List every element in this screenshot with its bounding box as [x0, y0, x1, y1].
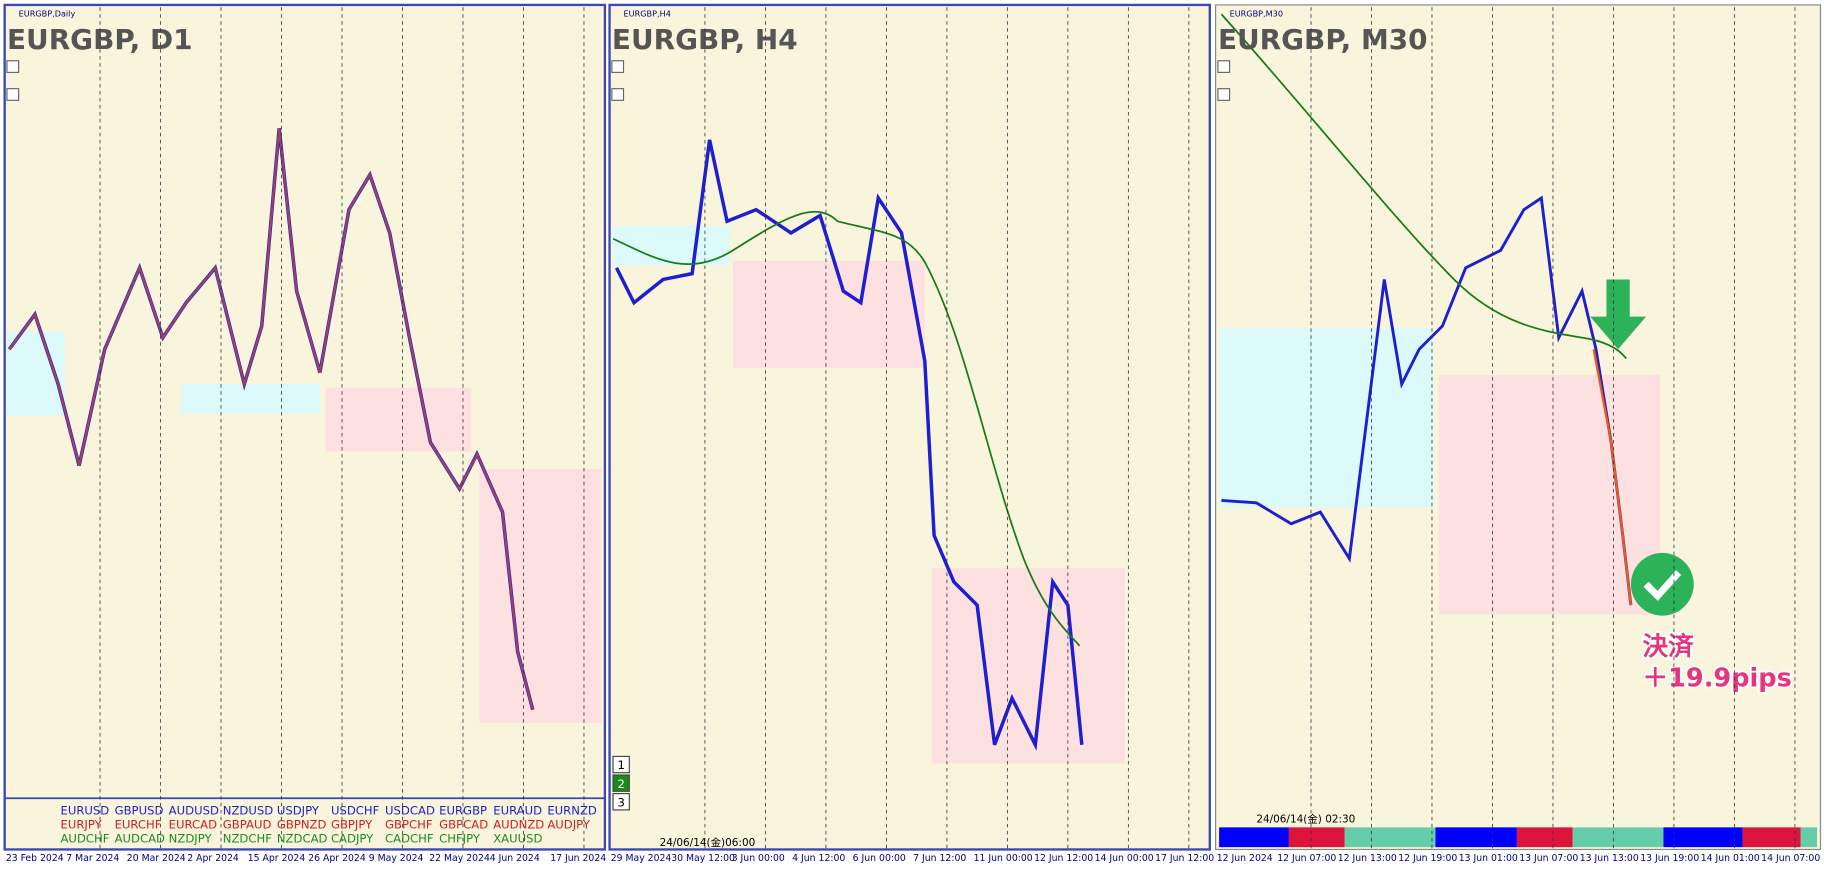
scroll-button[interactable] — [6, 60, 20, 73]
chart-tab: EURGBP,M30 — [1230, 9, 1283, 19]
timeframe-label[interactable]: 2 — [617, 777, 624, 791]
zone — [479, 469, 602, 723]
symbol-button[interactable]: NZDUSD — [223, 804, 273, 818]
strength-bar — [1219, 827, 1818, 848]
symbol-button[interactable]: NZDCAD — [277, 831, 328, 845]
symbol-button[interactable]: AUDJPY — [547, 818, 591, 832]
symbol-button[interactable]: GBPNZD — [277, 818, 327, 832]
symbol-button[interactable]: GBPJPY — [331, 818, 373, 832]
date-label: 22 May 2024 — [429, 853, 490, 864]
scroll-button[interactable] — [611, 88, 625, 101]
date-label: 7 Mar 2024 — [66, 853, 119, 864]
symbol-button[interactable]: USDCAD — [385, 804, 435, 818]
date-label: 15 Apr 2024 — [248, 853, 306, 864]
symbol-button[interactable]: EURJPY — [60, 818, 102, 832]
date-label: 13 Jun 07:00 — [1519, 853, 1578, 864]
symbol-button[interactable]: EURUSD — [60, 804, 109, 818]
symbol-button[interactable]: CADJPY — [331, 831, 374, 845]
symbol-button[interactable]: EURCHF — [115, 818, 162, 832]
symbol-button[interactable]: EURAUD — [493, 804, 542, 818]
date-label: 12 Jun 12:00 — [1034, 853, 1093, 864]
symbol-button[interactable]: USDJPY — [277, 804, 320, 818]
date-label: 7 Jun 12:00 — [913, 853, 966, 864]
date-label: 23 Feb 2024 — [6, 853, 64, 864]
date-label: 29 May 2024 — [611, 853, 672, 864]
scroll-button[interactable] — [1217, 88, 1231, 101]
date-label: 2 Apr 2024 — [187, 853, 239, 864]
date-label: 17 Jun 12:00 — [1155, 853, 1214, 864]
check-mark — [1643, 570, 1682, 601]
timeframe-button[interactable] — [612, 793, 630, 811]
scroll-button[interactable] — [611, 60, 625, 73]
zone — [325, 387, 472, 452]
date-label: 6 Jun 00:00 — [853, 853, 906, 864]
moving-average — [612, 211, 1081, 647]
symbol-button[interactable]: AUDNZD — [493, 818, 544, 832]
symbol-button[interactable]: CADCHF — [385, 831, 434, 845]
timeframe-label[interactable]: 3 — [617, 795, 624, 809]
price-trace — [1592, 349, 1633, 606]
symbol-button[interactable]: NZDJPY — [169, 831, 213, 845]
date-label: 26 Apr 2024 — [308, 853, 366, 864]
symbol-button[interactable]: AUDUSD — [169, 804, 219, 818]
date-label: 30 May 12:00 — [671, 853, 735, 864]
chart-tab: EURGBP,H4 — [624, 9, 671, 19]
date-label: 3 Jun 00:00 — [732, 853, 785, 864]
date-label: 14 Jun 01:00 — [1701, 853, 1760, 864]
timeframe-label[interactable]: 1 — [617, 758, 624, 772]
symbol-button[interactable]: USDCHF — [331, 804, 380, 818]
timestamp: 24/06/14(金)06:00 — [660, 836, 756, 849]
date-label: 12 Jun 19:00 — [1398, 853, 1457, 864]
annotation-label: 決済 — [1643, 631, 1695, 662]
zone — [1219, 328, 1434, 508]
symbol-button[interactable]: GBPCAD — [439, 818, 488, 832]
scroll-button[interactable] — [6, 88, 20, 101]
zone — [613, 225, 730, 266]
price-trace — [614, 139, 1084, 751]
date-label: 20 Mar 2024 — [127, 853, 186, 864]
symbol-button[interactable]: GBPCHF — [385, 818, 433, 832]
date-label: 12 Jun 07:00 — [1277, 853, 1336, 864]
annotation-pips: ＋19.9pips — [1643, 664, 1792, 694]
date-label: 4 Jun 12:00 — [792, 853, 845, 864]
price-trace — [8, 128, 534, 711]
moving-average — [1220, 13, 1627, 360]
date-label: 9 May 2024 — [369, 853, 424, 864]
symbol-button[interactable]: AUDCAD — [115, 831, 165, 845]
date-label: 14 Jun 00:00 — [1095, 853, 1154, 864]
chart-tab: EURGBP,Daily — [19, 9, 76, 19]
date-label: 4 Jun 2024 — [490, 853, 540, 864]
date-label: 14 Jun 07:00 — [1761, 853, 1820, 864]
timeframe-button[interactable] — [612, 774, 630, 792]
date-label: 17 Jun 2024 — [550, 853, 606, 864]
sell-arrow — [1590, 279, 1647, 350]
symbol-button[interactable]: NZDCHF — [223, 831, 272, 845]
date-label: 12 Jun 2024 — [1217, 853, 1273, 864]
zone — [732, 260, 925, 368]
panel-d1 — [3, 3, 607, 851]
symbol-button[interactable]: EURCAD — [169, 818, 217, 832]
date-label: 13 Jun 01:00 — [1459, 853, 1518, 864]
close-icon — [1630, 552, 1694, 616]
symbol-button[interactable]: CHFJPY — [439, 831, 481, 845]
symbol-button[interactable]: EURGBP — [439, 804, 487, 818]
symbol-button[interactable]: GBPAUD — [223, 818, 272, 832]
symbol-button[interactable]: XAUUSD — [493, 831, 542, 845]
symbol-button[interactable]: AUDCHF — [60, 831, 109, 845]
chart-title: EURGBP, M30 — [1218, 23, 1428, 56]
symbol-button[interactable]: GBPUSD — [115, 804, 164, 818]
date-label: 13 Jun 13:00 — [1580, 853, 1639, 864]
timestamp: 24/06/14(金) 02:30 — [1256, 813, 1355, 826]
timeframe-button[interactable] — [612, 755, 630, 774]
symbol-button[interactable]: EURNZD — [547, 804, 597, 818]
date-label: 11 Jun 00:00 — [974, 853, 1033, 864]
date-label: 13 Jun 19:00 — [1640, 853, 1699, 864]
date-label: 12 Jun 13:00 — [1338, 853, 1397, 864]
zone — [1438, 374, 1660, 615]
scroll-button[interactable] — [1217, 60, 1231, 73]
zone — [180, 384, 320, 414]
